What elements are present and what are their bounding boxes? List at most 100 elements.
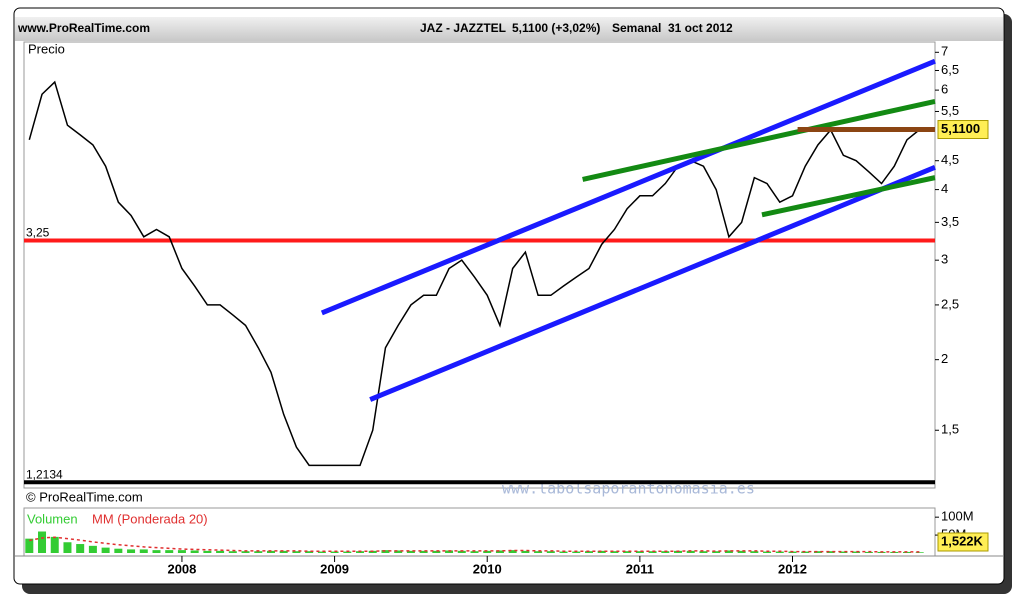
- volume-bar: [343, 551, 352, 553]
- y-tick-label: 5,5: [941, 103, 959, 118]
- volume-bar: [712, 551, 721, 553]
- moving-average: [29, 536, 920, 553]
- legend-volume: Volumen: [27, 511, 78, 526]
- y-tick-label: 7: [941, 44, 948, 59]
- volume-bar: [50, 536, 59, 553]
- volume-bar: [737, 550, 746, 553]
- volume-bar: [317, 551, 326, 553]
- y-tick-label: 6: [941, 82, 948, 97]
- legend-ma: MM (Ponderada 20): [92, 511, 208, 526]
- volume-bar: [610, 551, 619, 553]
- volume-bar: [330, 551, 339, 553]
- volume-bar: [457, 550, 466, 553]
- volume-bar: [241, 551, 250, 553]
- volume-bar: [839, 551, 848, 553]
- volume-bar: [38, 531, 47, 553]
- volume-bar: [635, 551, 644, 553]
- price-line: [28, 80, 921, 467]
- x-tick-label: 2012: [778, 561, 807, 576]
- last-price-label: 5,1100: [941, 121, 980, 136]
- volume-bar: [203, 550, 212, 553]
- volume-bar: [483, 550, 492, 553]
- volume-bar: [775, 551, 784, 553]
- horizontal-line-label: 3,25: [26, 226, 50, 240]
- volume-bar: [521, 550, 530, 553]
- volume-bar: [813, 551, 822, 553]
- volume-bar: [63, 542, 72, 553]
- volume-bar: [76, 544, 85, 553]
- volume-bar: [190, 550, 199, 553]
- header-bar: [15, 17, 1003, 41]
- volume-bar: [228, 551, 237, 553]
- date: 31 oct 2012: [668, 21, 733, 35]
- volume-bar: [394, 550, 403, 553]
- volume-bar: [826, 551, 835, 553]
- volume-bar: [699, 551, 708, 553]
- copyright: © ProRealTime.com: [26, 489, 143, 504]
- x-tick-label: 2010: [473, 561, 502, 576]
- volume-bar: [597, 550, 606, 553]
- volume-bar: [165, 550, 174, 553]
- volume-bar: [216, 550, 225, 553]
- volume-bar: [445, 550, 454, 553]
- y-tick-label: 2: [941, 351, 948, 366]
- volume-bar: [623, 551, 632, 553]
- volume-bar: [852, 551, 861, 553]
- x-tick-label: 2009: [320, 561, 349, 576]
- last-volume-box: [937, 532, 989, 552]
- volume-bar: [470, 551, 479, 553]
- volume-bar: [139, 549, 148, 553]
- x-tick-label: 2011: [626, 561, 654, 576]
- volume-bar: [724, 550, 733, 553]
- y-tick-label: 4,5: [941, 152, 959, 167]
- symbol: JAZ - JAZZTEL: [420, 21, 506, 35]
- y-tick-label: 3: [941, 252, 948, 267]
- volume-bar: [114, 548, 123, 553]
- quote: 5,1100 (+3,02%): [512, 21, 600, 35]
- price-panel: [23, 41, 936, 489]
- y-tick-label: 2,5: [941, 296, 959, 311]
- volume-bar: [305, 551, 314, 553]
- trendline: [369, 165, 936, 402]
- volume-bar: [177, 550, 186, 553]
- horizontal-line-label: 1,2134: [26, 467, 63, 481]
- last-price-box: [937, 120, 989, 140]
- volume-bar: [88, 545, 97, 553]
- volume-bar: [419, 550, 428, 553]
- volume-bar: [406, 550, 415, 553]
- volume-bar: [432, 550, 441, 553]
- volume-bar: [661, 551, 670, 553]
- volume-bar: [127, 549, 136, 553]
- volume-bar: [572, 551, 581, 553]
- y-tick-label: 100M: [941, 509, 974, 524]
- y-tick-label: 6,5: [941, 62, 959, 77]
- volume-bar: [686, 550, 695, 553]
- volume-bar: [292, 551, 301, 553]
- y-tick-label: 3,5: [941, 214, 959, 229]
- volume-bar: [25, 538, 34, 553]
- volume-bar: [763, 551, 772, 553]
- price-label: Precio: [28, 41, 65, 56]
- trendline: [761, 175, 936, 218]
- volume-bar: [152, 550, 161, 553]
- volume-bar: [546, 551, 555, 553]
- volume-bar: [101, 547, 110, 553]
- volume-bar: [356, 551, 365, 553]
- volume-bar: [279, 550, 288, 553]
- volume-bar: [495, 550, 504, 553]
- trendline: [582, 98, 936, 182]
- y-tick-label: 1,5: [941, 422, 959, 437]
- volume-bar: [381, 550, 390, 553]
- x-tick-label: 2008: [167, 561, 196, 576]
- volume-bar: [534, 551, 543, 553]
- period: Semanal: [612, 21, 661, 35]
- volume-bar: [254, 551, 263, 553]
- site: www.ProRealTime.com: [17, 21, 150, 35]
- trendline: [320, 58, 936, 316]
- volume-bar: [864, 551, 873, 553]
- volume-bar: [584, 551, 593, 553]
- volume-bar: [648, 551, 657, 553]
- volume-bar: [915, 552, 924, 553]
